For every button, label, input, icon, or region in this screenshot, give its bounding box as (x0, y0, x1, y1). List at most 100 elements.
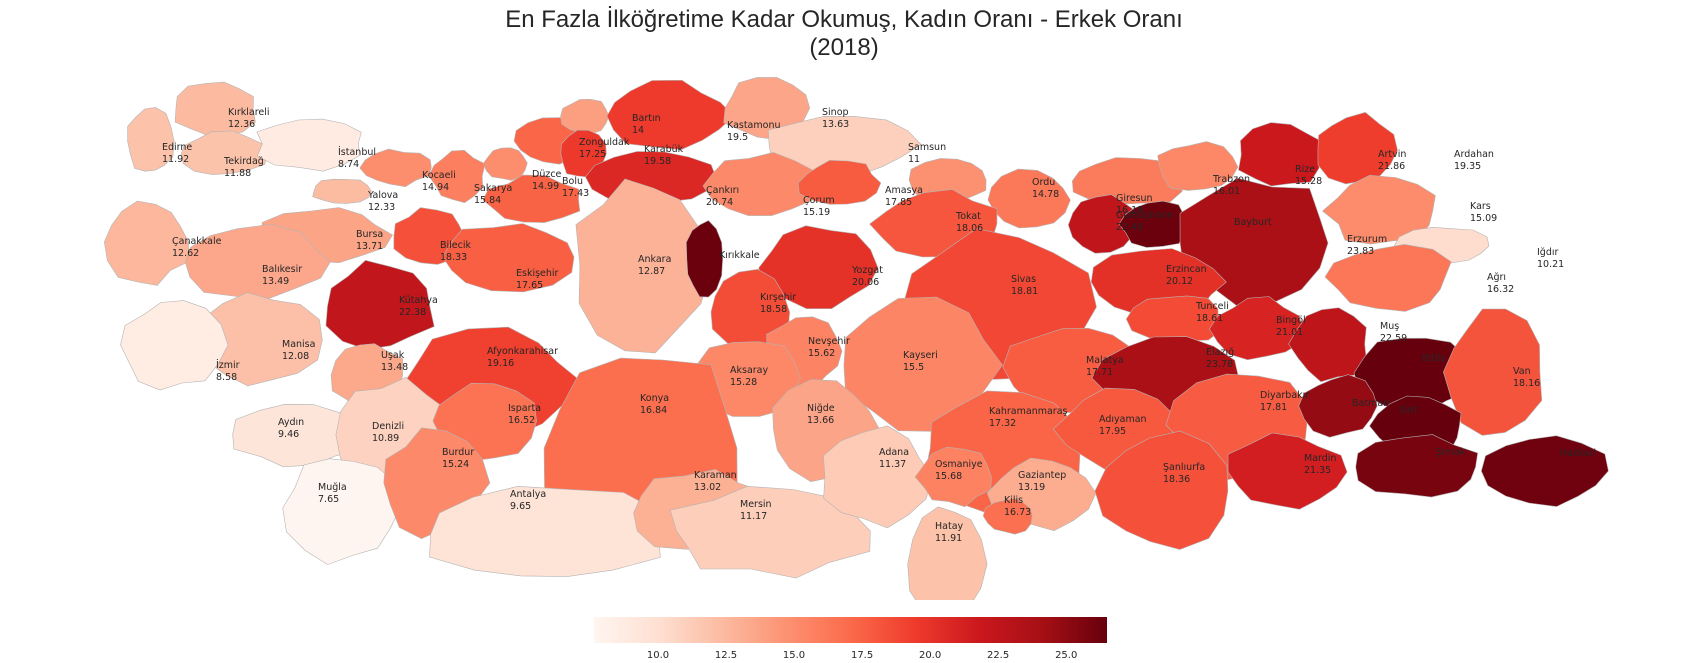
province-sirnak (1355, 434, 1479, 498)
province-shapes (103, 77, 1609, 600)
province-samsun (767, 115, 922, 177)
province-label-agri: Ağrı 16.32 (1487, 272, 1514, 295)
province-hatay (907, 506, 988, 600)
province-yalova (312, 178, 372, 204)
province-value: 8.58 (216, 372, 237, 383)
province-label-bilecik: Bilecik 18.33 (440, 240, 472, 263)
province-rize (1157, 141, 1239, 191)
province-value: 18.36 (1163, 474, 1190, 485)
province-value: 11.91 (935, 533, 962, 544)
province-value: 18.06 (956, 223, 983, 234)
province-value: 21.01 (1276, 327, 1303, 338)
province-name: Bingöl (1276, 315, 1306, 326)
colorbar: 10.0 12.5 15.0 17.5 20.0 22.5 25.0 (594, 617, 1107, 661)
province-label-kastamonu: Kastamonu 19.5 (727, 120, 781, 143)
province-label-sivas: Sivas 18.81 (1011, 274, 1038, 297)
province-value: 13.49 (262, 276, 289, 287)
province-name: Mersin (740, 499, 772, 510)
province-value: 11.37 (879, 459, 906, 470)
province-value: 19.35 (1454, 161, 1481, 172)
province-name: Amasya (885, 185, 923, 196)
province-name: Tekirdağ (223, 156, 264, 167)
map-title-line1: En Fazla İlköğretime Kadar Okumuş, Kadın… (505, 6, 1183, 33)
province-value: 19.58 (644, 156, 671, 167)
province-label-trabzon: Trabzon 16.01 (1212, 174, 1250, 197)
province-value: 21.86 (1378, 161, 1405, 172)
province-edirne (127, 107, 175, 172)
province-name: İzmir (216, 360, 240, 371)
province-value: 11.17 (740, 511, 767, 522)
province-label-malatya: Malatya 17.71 (1086, 355, 1124, 378)
province-name: Rize (1295, 164, 1315, 175)
province-label-sirnak: Şırnak (1436, 447, 1466, 458)
province-value: 17.81 (1260, 402, 1287, 413)
province-label-ordu: Ordu 14.78 (1032, 177, 1059, 200)
province-batman (1298, 374, 1378, 438)
province-name: Erzurum (1347, 234, 1387, 245)
province-label-bartin: Bartın 14 (632, 113, 661, 136)
province-label-bitlis: Bitlis (1422, 353, 1445, 364)
province-label-aksaray: Aksaray 15.28 (730, 365, 768, 388)
province-name: Siirt (1399, 405, 1418, 416)
province-label-batman: Batman (1352, 398, 1389, 409)
province-label-bingol: Bingöl 21.01 (1276, 315, 1306, 338)
province-name: Yalova (367, 190, 398, 201)
province-value: 18.61 (1196, 313, 1223, 324)
province-label-mugla: Muğla 7.65 (318, 482, 347, 505)
province-value: 20.06 (852, 277, 879, 288)
province-name: Adıyaman (1099, 414, 1147, 425)
province-label-usak: Uşak 13.48 (381, 350, 408, 373)
province-value: 22.49 (1116, 222, 1143, 233)
province-name: Kırşehir (760, 292, 796, 303)
province-name: Burdur (442, 447, 474, 458)
province-label-afyonkarahisar: Afyonkarahisar 19.16 (487, 346, 558, 369)
province-value: 17.95 (1099, 426, 1126, 437)
province-tunceli (1125, 295, 1222, 345)
province-value: 10.21 (1537, 259, 1564, 270)
province-label-kirikkale: Kırıkkale (719, 250, 760, 261)
province-value: 23.78 (1206, 359, 1233, 370)
province-name: Ardahan (1454, 149, 1494, 160)
province-label-amasya: Amasya 17.85 (885, 185, 923, 208)
province-duzce (483, 147, 528, 181)
province-label-erzincan: Erzincan 20.12 (1166, 264, 1207, 287)
province-hakkari (1480, 435, 1609, 507)
province-label-ankara: Ankara 12.87 (638, 254, 671, 277)
province-value: 15.5 (903, 362, 924, 373)
province-value: 19.16 (487, 358, 514, 369)
province-name: Iğdır (1537, 247, 1559, 258)
province-label-adiyaman: Adıyaman 17.95 (1099, 414, 1147, 437)
province-label-karabuk: Karabük 19.58 (644, 144, 684, 167)
province-value: 12.33 (368, 202, 395, 213)
province-value: 12.36 (228, 119, 255, 130)
province-value: 15.19 (803, 207, 830, 218)
province-name: Ordu (1032, 177, 1055, 188)
province-label-samsun: Samsun 11 (908, 142, 946, 165)
province-label-yalova: Yalova 12.33 (367, 190, 398, 213)
province-value: 11.88 (224, 168, 251, 179)
province-name: Erzincan (1166, 264, 1207, 275)
province-name: Elazığ (1206, 347, 1234, 358)
province-value: 17.43 (562, 188, 589, 199)
colorbar-tick-label: 10.0 (647, 650, 669, 661)
province-label-edirne: Edirne 11.92 (162, 142, 192, 165)
province-value: 17.85 (885, 197, 912, 208)
province-name: Afyonkarahisar (487, 346, 558, 357)
province-name: Ağrı (1487, 272, 1506, 283)
province-name: Çorum (803, 195, 835, 206)
province-label-denizli: Denizli 10.89 (372, 421, 404, 444)
province-label-konya: Konya 16.84 (640, 393, 669, 416)
province-name: Kilis (1004, 495, 1023, 506)
province-label-tokat: Tokat 18.06 (955, 211, 983, 234)
province-label-manisa: Manisa 12.08 (282, 339, 315, 362)
province-name: Mardin (1304, 453, 1336, 464)
province-value: 13.63 (822, 119, 849, 130)
province-value: 15.84 (474, 195, 501, 206)
province-name: Trabzon (1212, 174, 1250, 185)
province-label-erzurum: Erzurum 23.83 (1347, 234, 1387, 257)
province-value: 14.78 (1032, 189, 1059, 200)
province-name: Kütahya (399, 295, 438, 306)
province-label-zonguldak: Zonguldak 17.25 (579, 137, 630, 160)
province-label-eskisehir: Eskişehir 17.65 (516, 268, 559, 291)
province-value: 14.94 (422, 182, 449, 193)
